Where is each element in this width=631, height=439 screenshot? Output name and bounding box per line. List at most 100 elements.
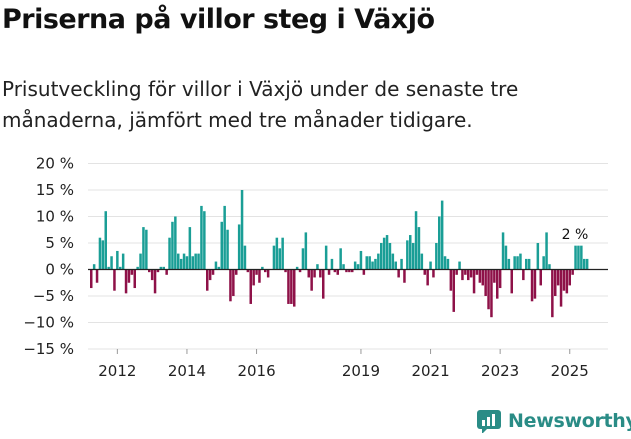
bar-positive [545,232,548,270]
bar-negative [556,269,560,286]
bar-negative [345,269,348,273]
y-tick-label: 15 % [36,181,74,199]
x-tick-label: 2016 [237,362,275,380]
bar-positive [179,258,183,270]
bar-positive [507,258,511,270]
bar-positive [145,229,148,270]
bar-positive [417,227,421,270]
bar-negative [264,269,267,273]
bar-negative [284,269,287,273]
bar-negative [266,269,270,278]
bar-positive [513,256,516,270]
bar-negative [351,269,354,273]
bar-positive [371,261,374,270]
bar-positive [519,253,522,270]
bar-negative [95,269,99,283]
bar-positive [200,205,203,270]
bar-positive [527,258,531,270]
bar-negative [348,269,351,273]
bar-negative [362,269,366,275]
bar-positive [580,245,583,270]
bar-positive [525,258,528,270]
bar-positive [388,243,392,270]
bar-positive [92,264,96,270]
bar-negative [530,269,534,302]
bar-positive [217,266,221,270]
bar-negative [539,269,542,286]
bar-negative [455,269,458,275]
bar-negative [522,269,525,281]
bar-positive [275,237,279,270]
bar-positive [121,253,125,270]
bar-positive [214,261,218,270]
bar-positive [411,243,415,270]
bar-positive [203,211,206,270]
bar-positive [577,245,580,270]
bar-positive [191,256,194,270]
y-tick-label: −15 % [23,340,74,358]
bar-positive [330,258,334,270]
bar-negative [235,269,238,275]
bar-negative [322,269,325,299]
chart-subtitle: Prisutveckling för villor i Växjö under … [2,77,519,132]
bar-negative [559,269,563,307]
bar-negative [153,269,157,294]
bar-negative [403,269,406,283]
bar-negative [490,269,493,318]
x-tick-label: 2012 [98,362,136,380]
bar-positive [304,232,308,270]
bar-negative [293,269,296,307]
bar-negative [333,269,337,273]
bar-negative [298,269,302,273]
newsworthy-logo-icon [477,410,501,433]
bar-positive [139,253,142,270]
bar-positive [394,261,397,270]
bar-positive [374,258,377,270]
bar-negative [336,269,339,275]
bar-positive [171,221,174,270]
y-tick-label: 20 % [36,155,74,173]
bar-negative [487,269,490,310]
bar-positive [261,266,264,270]
bar-negative [469,269,473,278]
bar-positive [301,248,305,270]
bar-negative [133,269,136,289]
bar-negative [478,269,482,283]
bar-negative [449,269,453,291]
bar-negative [307,269,310,278]
y-tick-label: 10 % [36,208,74,226]
bar-positive [116,250,119,270]
bar-positive [101,240,105,270]
bar-negative [397,269,400,278]
bar-positive [391,253,395,270]
bar-positive [385,235,389,270]
bar-negative [327,269,331,275]
bar-negative [130,269,134,275]
bar-positive [119,266,122,270]
bar-positive [177,253,180,270]
bar-positive [159,266,163,270]
bar-positive [377,253,380,270]
bar-positive [226,229,229,270]
x-tick-label: 2014 [168,362,206,380]
bar-negative [467,269,470,281]
bar-positive [440,200,444,270]
bar-positive [585,258,589,270]
bar-positive [414,211,418,270]
brand-name: Newsworthy [508,410,631,432]
bar-negative [127,269,131,283]
bar-negative [565,269,569,294]
bar-negative [252,269,255,286]
bar-positive [188,227,192,270]
bar-positive [197,253,200,270]
bar-positive [272,245,276,270]
bar-positive [353,261,357,270]
bar-negative [148,269,151,273]
bar-positive [278,248,281,270]
bar-positive [162,266,165,270]
bar-positive [446,258,450,270]
bar-negative [310,269,313,291]
y-tick-label: 0 % [45,261,74,279]
bar-negative [533,269,537,299]
